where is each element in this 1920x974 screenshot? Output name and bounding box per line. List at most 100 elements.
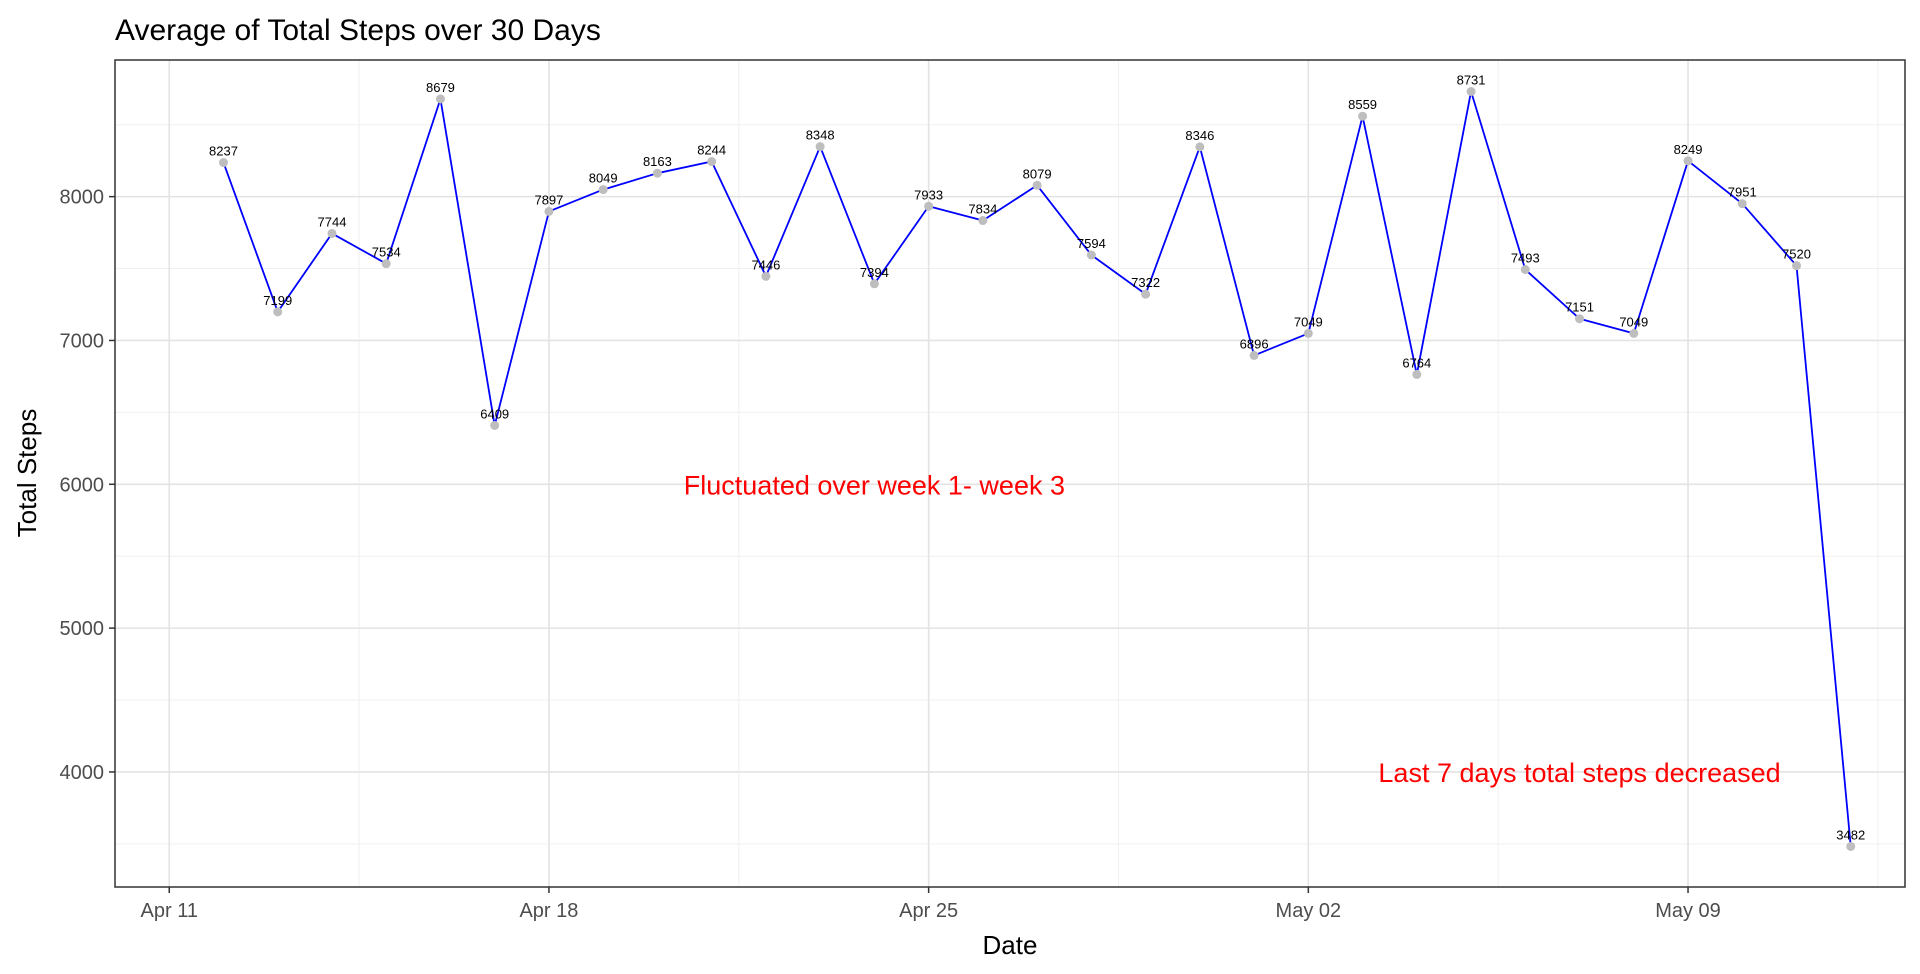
data-label: 7744 [318, 214, 347, 229]
data-label: 7151 [1565, 300, 1594, 315]
y-axis-title: Total Steps [12, 409, 42, 538]
data-label: 8559 [1348, 97, 1377, 112]
series-line-segment [439, 98, 496, 427]
series-line-segment [1361, 115, 1418, 376]
series-line-segment [1470, 90, 1527, 271]
series-line-segment [981, 184, 1039, 222]
data-label: 8249 [1674, 142, 1703, 157]
data-label: 7394 [860, 265, 889, 280]
data-point [1141, 289, 1151, 299]
series-line-segment [1687, 159, 1744, 205]
series-line-segment [873, 205, 930, 285]
series-line-segment [765, 145, 822, 278]
y-axis: 4000 5000 6000 7000 8000 [60, 187, 115, 784]
data-point [1466, 86, 1476, 96]
data-points [218, 86, 1856, 851]
annotations: Fluctuated over week 1- week 3 Last 7 day… [684, 470, 1781, 788]
annotation-text: Fluctuated over week 1- week 3 [684, 470, 1065, 500]
series-line-segment [1795, 264, 1852, 848]
data-point [1629, 328, 1639, 338]
series-line-segment [276, 232, 333, 313]
plot-panel: 8237 7199 7744 7534 8679 6409 7897 8049 8163 8244… [114, 59, 1906, 888]
data-label: 7951 [1728, 185, 1757, 200]
series-line-segment [1632, 159, 1689, 335]
data-label: 8679 [426, 80, 455, 95]
data-point [381, 259, 391, 269]
series-line [222, 90, 1852, 848]
data-label: 7322 [1131, 275, 1160, 290]
series-line-segment [1578, 317, 1635, 335]
series-line-segment [1415, 90, 1472, 376]
data-point [598, 185, 608, 195]
data-point [435, 94, 445, 104]
data-label: 8163 [643, 154, 672, 169]
series-line-segment [819, 145, 876, 285]
series-line-segment [493, 210, 550, 427]
x-tick-label: Apr 18 [519, 900, 578, 922]
series-line-segment [1144, 145, 1201, 296]
y-tick-label: 8000 [60, 187, 105, 209]
data-point [1032, 180, 1042, 190]
x-tick-label: Apr 11 [141, 900, 198, 922]
series-line-segment [1741, 202, 1798, 267]
series-line-segment [331, 232, 388, 265]
data-point [1846, 841, 1856, 851]
plot-border [114, 59, 1906, 888]
data-label: 8237 [209, 144, 238, 159]
data-point [1792, 261, 1802, 271]
data-label: 6896 [1240, 336, 1269, 351]
data-point [1737, 199, 1747, 209]
data-point [1520, 265, 1530, 275]
data-point [1303, 328, 1313, 338]
data-label: 8079 [1023, 166, 1052, 181]
data-label: 8348 [806, 128, 835, 143]
plot-background [115, 60, 1905, 887]
data-point [1358, 111, 1368, 121]
data-point [869, 279, 879, 289]
data-label: 7446 [751, 257, 780, 272]
annotation-text: Last 7 days total steps decreased [1378, 758, 1780, 788]
major-gridlines [115, 60, 1905, 887]
x-tick-label: May 09 [1655, 900, 1721, 922]
y-tick-label: 6000 [60, 474, 105, 496]
data-point [544, 206, 554, 216]
minor-gridlines [115, 60, 1905, 887]
x-tick-label: Apr 25 [899, 900, 958, 922]
data-point [924, 201, 934, 211]
data-label: 7594 [1077, 236, 1106, 251]
data-point [1249, 350, 1259, 360]
data-label: 7534 [372, 245, 401, 260]
x-axis-title: Date [983, 930, 1038, 960]
data-label: 3482 [1836, 827, 1865, 842]
data-label: 7897 [534, 192, 563, 207]
data-label: 8244 [697, 143, 726, 158]
x-tick-label: May 02 [1276, 900, 1342, 922]
data-label: 7493 [1511, 251, 1540, 266]
series-line-segment [222, 161, 279, 313]
data-label: 7049 [1294, 314, 1323, 329]
series-line-segment [1253, 332, 1310, 357]
data-point [327, 228, 337, 238]
data-point [652, 168, 662, 178]
data-point [761, 271, 771, 281]
series-line-segment [656, 160, 713, 175]
series-line-segment [1198, 145, 1255, 357]
data-label: 6409 [480, 406, 509, 421]
data-point [1086, 250, 1096, 260]
data-labels: 8237 7199 7744 7534 8679 6409 7897 8049 8163 8244… [209, 72, 1865, 842]
series-line-segment [548, 188, 605, 213]
data-label: 8049 [589, 171, 618, 186]
series-line-segment [1524, 268, 1581, 320]
chart-title: Average of Total Steps over 30 Days [115, 14, 601, 47]
data-point [1195, 142, 1205, 152]
series-line-segment [1307, 115, 1364, 335]
data-label: 6764 [1402, 355, 1431, 370]
y-tick-label: 4000 [60, 762, 105, 784]
data-point [1412, 369, 1422, 379]
data-point [218, 158, 228, 168]
y-tick-label: 5000 [60, 618, 105, 640]
series-line-segment [927, 205, 984, 222]
data-point [273, 307, 283, 317]
data-point [707, 157, 717, 167]
